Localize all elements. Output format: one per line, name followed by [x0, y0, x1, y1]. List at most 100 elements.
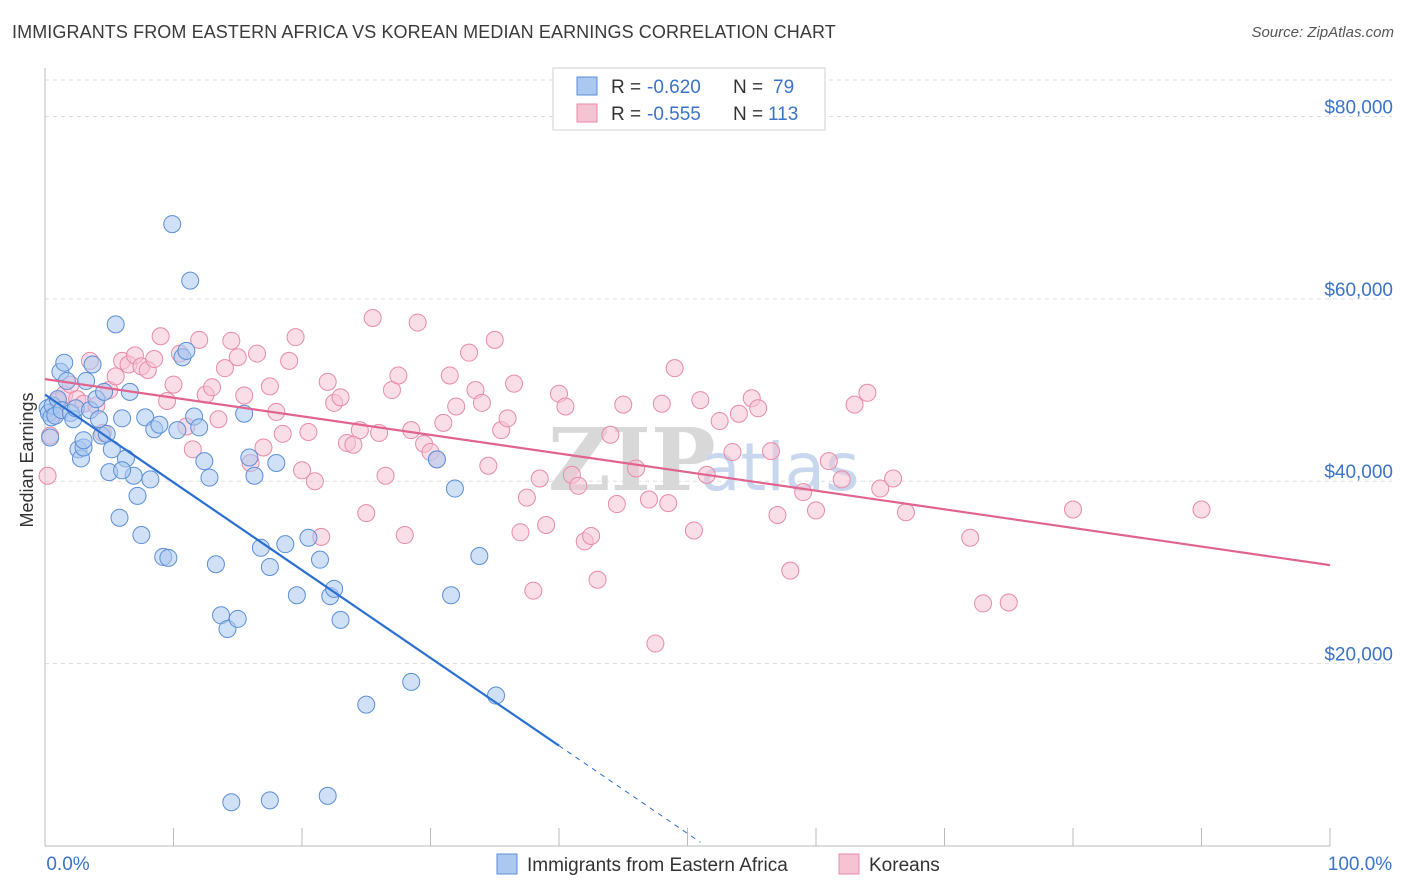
series-eastern-africa	[38, 215, 506, 812]
data-point-eastern-africa	[206, 555, 225, 574]
data-point-koreans	[729, 404, 748, 423]
data-point-eastern-africa	[200, 468, 219, 487]
data-point-koreans	[440, 366, 459, 385]
data-point-eastern-africa	[240, 448, 259, 467]
data-point-koreans	[106, 367, 125, 386]
chart-title: IMMIGRANTS FROM EASTERN AFRICA VS KOREAN…	[12, 22, 836, 42]
data-point-koreans	[781, 561, 800, 580]
data-point-koreans	[582, 526, 601, 545]
data-point-eastern-africa	[299, 528, 318, 547]
data-point-eastern-africa	[181, 271, 200, 290]
data-point-koreans	[357, 504, 376, 523]
data-point-koreans	[601, 425, 620, 444]
data-point-koreans	[38, 466, 57, 485]
data-point-koreans	[209, 410, 228, 429]
data-point-koreans	[222, 331, 241, 350]
data-point-koreans	[151, 327, 170, 346]
data-point-koreans	[305, 472, 324, 491]
watermark: ZIP atlas	[548, 410, 860, 511]
data-point-koreans	[235, 386, 254, 405]
data-point-koreans	[1192, 500, 1211, 519]
data-point-koreans	[505, 374, 524, 393]
data-point-koreans	[794, 483, 813, 502]
data-point-eastern-africa	[195, 452, 214, 471]
data-point-eastern-africa	[150, 415, 169, 434]
data-point-koreans	[318, 372, 337, 391]
data-point-koreans	[498, 409, 517, 428]
data-point-koreans	[569, 476, 588, 495]
data-point-koreans	[530, 469, 549, 488]
data-point-eastern-africa	[41, 428, 60, 447]
data-point-eastern-africa	[357, 695, 376, 714]
legend-r-value-2: -0.555	[647, 104, 701, 125]
data-point-koreans	[248, 344, 267, 363]
data-point-koreans	[203, 378, 222, 397]
data-point-koreans	[961, 528, 980, 547]
data-point-koreans	[723, 443, 742, 462]
data-point-eastern-africa	[74, 431, 93, 450]
y-tick-label: $60,000	[1324, 280, 1393, 301]
data-point-eastern-africa	[287, 586, 306, 605]
data-point-koreans	[652, 394, 671, 413]
data-point-eastern-africa	[110, 508, 129, 527]
y-tick-label: $20,000	[1324, 645, 1393, 666]
data-point-koreans	[871, 479, 890, 498]
data-point-eastern-africa	[331, 610, 350, 629]
data-point-koreans	[190, 330, 209, 349]
data-point-eastern-africa	[113, 461, 132, 480]
series-koreans	[38, 309, 1211, 653]
data-point-eastern-africa	[55, 353, 74, 372]
data-point-koreans	[659, 494, 678, 513]
data-point-eastern-africa	[228, 609, 247, 628]
grid-lines	[45, 79, 1392, 665]
data-point-eastern-africa	[470, 547, 489, 566]
data-point-eastern-africa	[245, 466, 264, 485]
data-point-koreans	[331, 388, 350, 407]
data-point-koreans	[395, 526, 414, 545]
data-point-eastern-africa	[267, 454, 286, 472]
data-point-koreans	[472, 393, 491, 412]
data-point-koreans	[215, 359, 234, 378]
legend-n-label-1: N =	[733, 77, 763, 98]
data-point-koreans	[614, 395, 633, 414]
data-point-koreans	[684, 521, 703, 540]
data-point-eastern-africa	[310, 550, 329, 569]
data-point-koreans	[376, 466, 395, 485]
data-point-koreans	[183, 440, 202, 459]
legend-swatch-pink	[576, 103, 598, 123]
data-point-koreans	[884, 469, 903, 488]
trend-lines	[44, 378, 1331, 843]
data-point-koreans	[164, 375, 183, 394]
data-point-eastern-africa	[260, 557, 279, 576]
data-point-eastern-africa	[163, 215, 182, 234]
data-point-koreans	[1064, 500, 1082, 519]
data-point-koreans	[447, 397, 466, 416]
y-tick-labels: $20,000 $40,000 $60,000 $80,000	[1324, 97, 1393, 665]
trend-line-koreans	[44, 378, 1331, 567]
data-point-eastern-africa	[128, 486, 147, 505]
legend-n-value-2: 113	[768, 104, 798, 125]
data-point-koreans	[537, 516, 556, 535]
data-point-koreans	[363, 309, 382, 328]
data-point-eastern-africa	[445, 479, 464, 498]
data-point-koreans	[762, 442, 781, 461]
data-point-eastern-africa	[427, 450, 446, 469]
data-point-koreans	[749, 399, 768, 418]
data-point-koreans	[710, 412, 729, 431]
legend-r-label-2: R =	[611, 104, 641, 125]
data-point-eastern-africa	[168, 421, 187, 440]
legend-box	[552, 67, 826, 131]
data-point-koreans	[832, 470, 851, 489]
data-point-koreans	[524, 581, 543, 600]
data-point-eastern-africa	[106, 315, 125, 334]
data-point-eastern-africa	[177, 341, 196, 360]
bottom-legend-swatch-blue	[496, 853, 518, 875]
data-point-koreans	[293, 461, 311, 480]
x-tick-label-max: 100.0%	[1328, 854, 1393, 875]
bottom-legend-label-blue: Immigrants from Eastern Africa	[527, 855, 788, 876]
data-point-eastern-africa	[222, 793, 241, 812]
data-point-koreans	[896, 503, 915, 522]
data-point-eastern-africa	[276, 535, 295, 554]
data-point-eastern-africa	[141, 470, 160, 489]
axes	[44, 68, 1331, 847]
